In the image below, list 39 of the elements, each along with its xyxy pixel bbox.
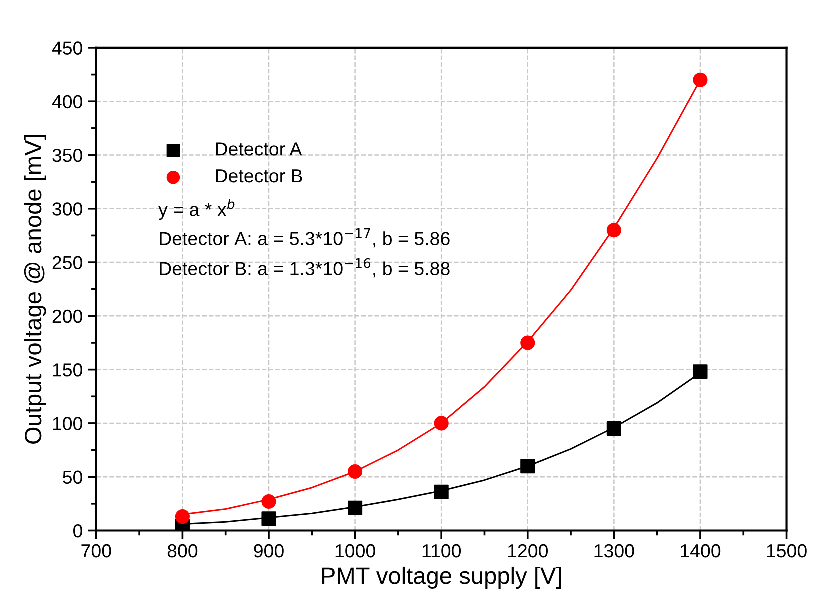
- annotation: y = a * x$^{b}$: [158, 199, 235, 220]
- point: [175, 510, 190, 524]
- x-tick-label: 1500: [767, 544, 807, 558]
- y-tick-label: 450: [52, 42, 82, 55]
- legend-label: Detector B: [216, 170, 302, 183]
- point: [348, 500, 363, 516]
- x-tick-label: 700: [82, 544, 112, 558]
- x-tick-label: 1100: [422, 544, 462, 558]
- y-tick-label: 50: [63, 470, 82, 484]
- point: [434, 416, 449, 431]
- legend-label: Detector A: [216, 142, 302, 156]
- point: [434, 484, 449, 500]
- point: [693, 364, 708, 380]
- y-tick-label: 150: [53, 364, 82, 377]
- y-tick-label: 0: [74, 524, 82, 538]
- x-tick-label: 1200: [508, 544, 548, 558]
- y-tick-label: 250: [52, 256, 82, 270]
- point: [520, 336, 536, 350]
- annotation: Detector A: a = 5.3*10$^{−17}$, b = 5.86: [160, 228, 450, 248]
- point: [520, 459, 536, 474]
- x-tick-label: 1400: [681, 544, 721, 558]
- point: [606, 422, 622, 436]
- x-tick-label: 900: [254, 544, 284, 558]
- x-tick-label: 1300: [594, 544, 634, 558]
- x-tick-label: 1000: [336, 544, 376, 558]
- y-tick-label: 350: [52, 148, 82, 162]
- y-tick-label: 400: [52, 95, 82, 109]
- point: [348, 464, 363, 480]
- y-tick-label: 300: [52, 202, 82, 216]
- point: [606, 223, 622, 238]
- annotation: Detector B: a = 1.3*10$^{−16}$, b = 5.88: [160, 258, 450, 278]
- x-axis-title: PMT voltage supply [V]: [322, 566, 562, 589]
- point: [262, 494, 276, 510]
- y-axis-title: Output voltage @ anode [mV]: [24, 135, 46, 444]
- y-tick-label: 200: [52, 310, 82, 324]
- point: [693, 72, 708, 88]
- point: [262, 512, 276, 526]
- x-tick-label: 800: [168, 544, 198, 558]
- y-tick-label: 100: [53, 417, 82, 430]
